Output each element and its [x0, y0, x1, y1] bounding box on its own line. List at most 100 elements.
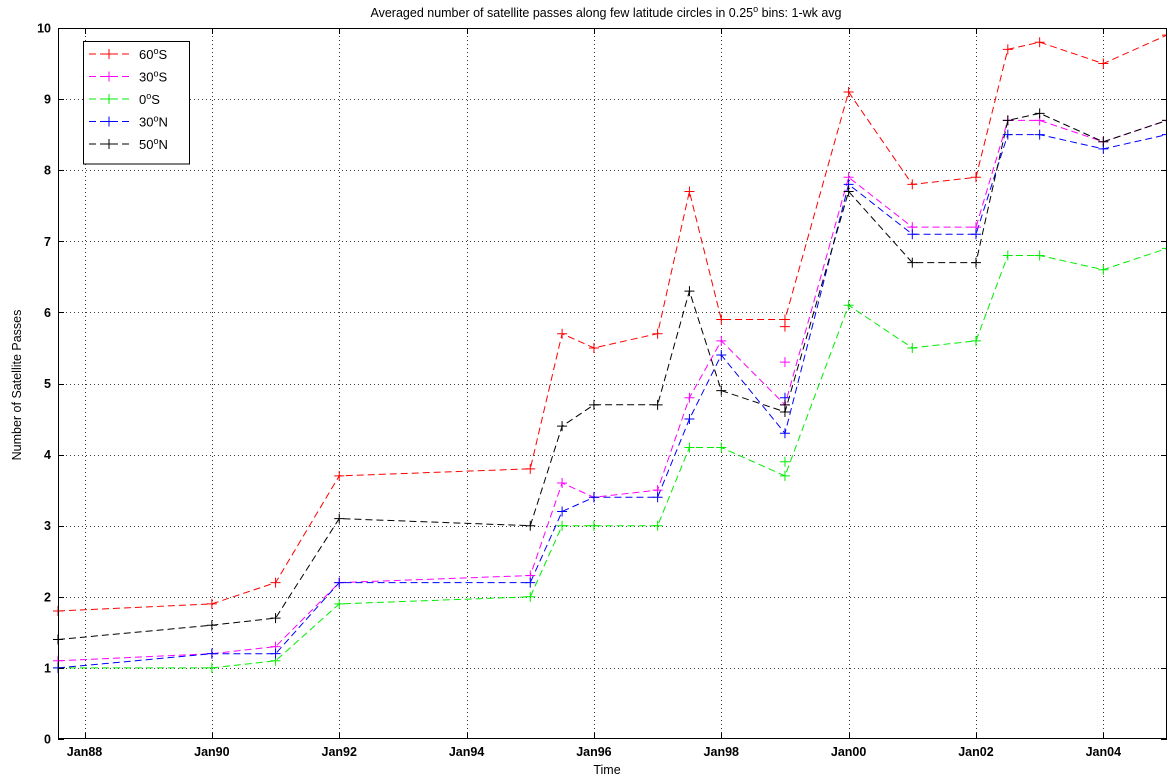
- data-point-marker: [104, 139, 114, 149]
- legend-entry: 30oN: [139, 114, 168, 130]
- data-point-marker: [1034, 129, 1045, 140]
- data-point-marker: [779, 357, 790, 368]
- y-tick-label: 8: [44, 164, 51, 178]
- legend-entry: 50oN: [139, 136, 168, 152]
- data-point-marker: [843, 300, 854, 311]
- series-line-2: [58, 247, 1167, 669]
- data-point-marker: [334, 598, 345, 609]
- legend: 60oS 30oS 0oS 30oN 50oN: [83, 41, 190, 165]
- data-point-marker: [652, 520, 663, 531]
- data-point-marker: [104, 71, 114, 82]
- x-axis-label: Time: [593, 763, 620, 777]
- data-point-marker: [652, 492, 663, 503]
- x-tick-label: Jan04: [1086, 745, 1121, 759]
- y-tick-label: 9: [44, 93, 51, 107]
- x-tick-label: Jan90: [194, 745, 229, 759]
- y-tick-label: 7: [44, 235, 51, 249]
- data-point-marker: [1162, 243, 1167, 254]
- y-tick-label: 3: [44, 519, 51, 533]
- data-point-marker: [843, 186, 854, 197]
- data-point-marker: [557, 328, 568, 339]
- series-line-3: [57, 134, 1167, 669]
- data-point-marker: [779, 456, 790, 467]
- data-point-marker: [1162, 30, 1167, 41]
- x-tick-label: Jan98: [704, 745, 739, 759]
- data-point-marker: [1002, 115, 1013, 126]
- data-point-marker: [970, 335, 981, 346]
- data-point-marker: [779, 428, 790, 439]
- data-point-marker: [1098, 58, 1109, 69]
- y-axis-label: Number of Satellite Passes: [10, 310, 24, 461]
- data-point-marker: [588, 342, 599, 353]
- data-point-marker: [334, 470, 345, 481]
- data-point-marker: [716, 442, 727, 453]
- series-line-1: [57, 119, 1167, 662]
- data-point-marker: [843, 86, 854, 97]
- x-tick-label: Jan88: [67, 745, 102, 759]
- data-point-marker: [557, 478, 568, 489]
- chart-title: Averaged number of satellite passes alon…: [370, 4, 841, 20]
- data-point-marker: [206, 598, 217, 609]
- legend-entry: 30oS: [139, 69, 167, 85]
- data-point-marker: [716, 350, 727, 361]
- series-markers: [53, 30, 1167, 673]
- data-point-marker: [652, 399, 663, 410]
- x-tick-label: Jan02: [958, 745, 993, 759]
- data-point-marker: [684, 414, 695, 425]
- data-point-marker: [206, 648, 217, 659]
- data-point-marker: [1162, 129, 1167, 140]
- data-point-marker: [684, 286, 695, 297]
- y-tick-label: 2: [44, 590, 51, 604]
- data-point-marker: [716, 335, 727, 346]
- data-point-marker: [1034, 250, 1045, 261]
- data-point-marker: [270, 648, 281, 659]
- data-point-marker: [684, 442, 695, 453]
- data-point-marker: [684, 392, 695, 403]
- data-point-marker: [1002, 44, 1013, 55]
- legend-box: [83, 41, 190, 165]
- data-point-marker: [716, 385, 727, 396]
- data-point-marker: [588, 399, 599, 410]
- data-point-marker: [779, 321, 790, 332]
- data-point-marker: [1098, 136, 1109, 147]
- data-point-marker: [206, 620, 217, 631]
- data-point-marker: [104, 94, 114, 104]
- data-point-marker: [907, 342, 918, 353]
- x-tick-label: Jan96: [576, 745, 611, 759]
- legend-entry: 60oS: [139, 46, 167, 62]
- legend-entry: 0oS: [139, 91, 160, 107]
- y-tick-label: 10: [37, 22, 51, 36]
- data-point-marker: [716, 314, 727, 325]
- y-tick-label: 5: [44, 377, 51, 391]
- data-point-marker: [907, 229, 918, 240]
- data-point-marker: [970, 257, 981, 268]
- data-point-marker: [1098, 264, 1109, 275]
- plot-background: [58, 28, 1167, 739]
- data-point-marker: [779, 399, 790, 410]
- data-point-marker: [270, 613, 281, 624]
- data-point-marker: [779, 470, 790, 481]
- data-point-marker: [1034, 108, 1045, 119]
- y-tick-label: 0: [44, 733, 51, 747]
- data-point-marker: [588, 520, 599, 531]
- data-point-marker: [1002, 250, 1013, 261]
- data-point-marker: [907, 257, 918, 268]
- data-point-marker: [1162, 115, 1167, 126]
- series-lines: [57, 34, 1167, 669]
- data-point-marker: [684, 186, 695, 197]
- tick-marks: [58, 28, 1167, 740]
- y-tick-label: 6: [44, 306, 51, 320]
- data-point-marker: [104, 116, 114, 127]
- data-point-marker: [1002, 129, 1013, 140]
- data-point-marker: [970, 229, 981, 240]
- data-point-marker: [588, 492, 599, 503]
- data-point-marker: [1034, 37, 1045, 48]
- data-point-marker: [334, 513, 345, 524]
- series-line-4: [57, 112, 1167, 640]
- y-tick-label: 1: [44, 661, 51, 675]
- x-tick-labels: Jan88 Jan90 Jan92 Jan94 Jan96 Jan98 Jan00 Jan02…: [67, 745, 1121, 759]
- data-point-marker: [104, 49, 114, 59]
- data-point-marker: [907, 179, 918, 190]
- data-point-marker: [525, 577, 536, 588]
